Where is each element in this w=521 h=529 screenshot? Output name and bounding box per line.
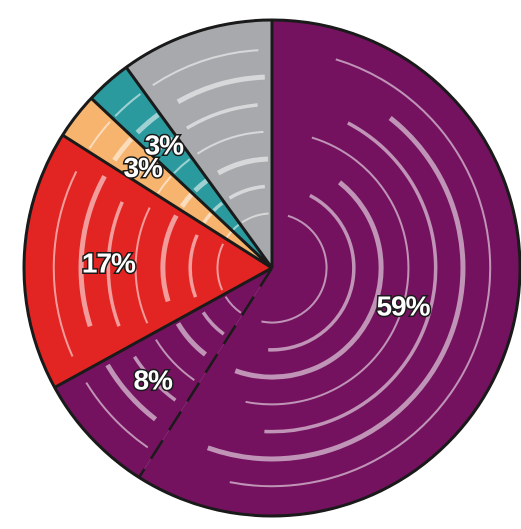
texture-streak [202,212,213,224]
texture-streak [268,193,356,352]
pie-slice [139,20,521,516]
texture-streak [175,322,208,357]
slice-divider [61,133,273,270]
slice-label: 8% [133,365,173,396]
texture-streak [216,156,269,176]
texture-streak [234,180,384,380]
slice-labels: 59% 8% 17% 3%3% [80,128,433,397]
slice-label: 17% [82,247,136,278]
pie-slice [91,67,272,268]
texture-streak [152,49,259,87]
pie-slice [54,268,273,478]
texture-streak [196,130,264,155]
texture-streak [245,136,410,406]
texture-streak [78,175,107,328]
slice-divider [53,266,273,389]
texture-streak [229,58,492,488]
texture-streak [155,339,195,381]
texture-streak [105,363,158,422]
texture-streak [212,201,224,212]
texture-streak [264,121,438,434]
texture-streak [206,116,466,462]
slice-label: 59% [376,291,430,322]
texture-streaks [52,49,492,488]
slice-label: 3% [145,130,185,161]
dashed-divider [138,267,274,479]
texture-streak [106,201,124,327]
texture-streak [201,311,225,336]
texture-streak [132,355,177,402]
texture-streak [160,214,179,303]
texture-streak [224,296,242,314]
texture-streak [114,93,142,117]
texture-streak [85,382,149,449]
texture-streak [154,136,174,155]
slice-divider [90,97,274,270]
texture-streak [88,120,111,149]
texture-streak [135,112,160,135]
pie-slice [24,135,273,388]
texture-streak [188,234,199,298]
slice-divider [125,66,274,269]
slice-label: 3% [123,152,163,183]
texture-streak [157,175,172,194]
texture-streak [261,214,328,324]
texture-streak [228,184,266,200]
pie-slices [24,19,521,516]
texture-streak [216,243,224,291]
texture-streak [134,157,152,178]
texture-streak [52,170,78,357]
texture-streak [186,103,258,130]
slice-dividers [53,20,274,479]
texture-streak [176,74,265,105]
pie-slice [62,98,272,268]
pie-outline [22,18,521,518]
texture-streak [241,212,269,224]
texture-streak [134,207,151,324]
texture-streak [173,158,191,174]
texture-streak [112,137,134,162]
